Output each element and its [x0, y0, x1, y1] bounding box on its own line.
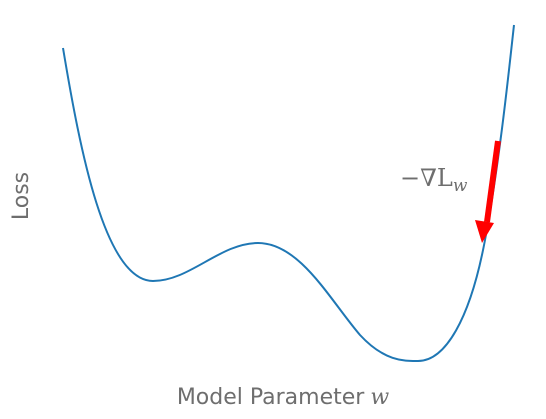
- x-label-variable: w: [370, 385, 389, 410]
- x-axis-label: Model Parameter w: [177, 385, 390, 410]
- annotation-subscript: w: [453, 176, 468, 196]
- gradient-arrow-head: [475, 220, 494, 243]
- gradient-annotation: −∇Lw: [400, 164, 468, 196]
- y-axis-label: Loss: [9, 172, 34, 220]
- loss-curve: [62, 24, 515, 363]
- x-label-text: Model Parameter: [177, 385, 365, 410]
- annotation-text: −∇L: [400, 164, 453, 192]
- gradient-arrow-shaft: [484, 140, 501, 223]
